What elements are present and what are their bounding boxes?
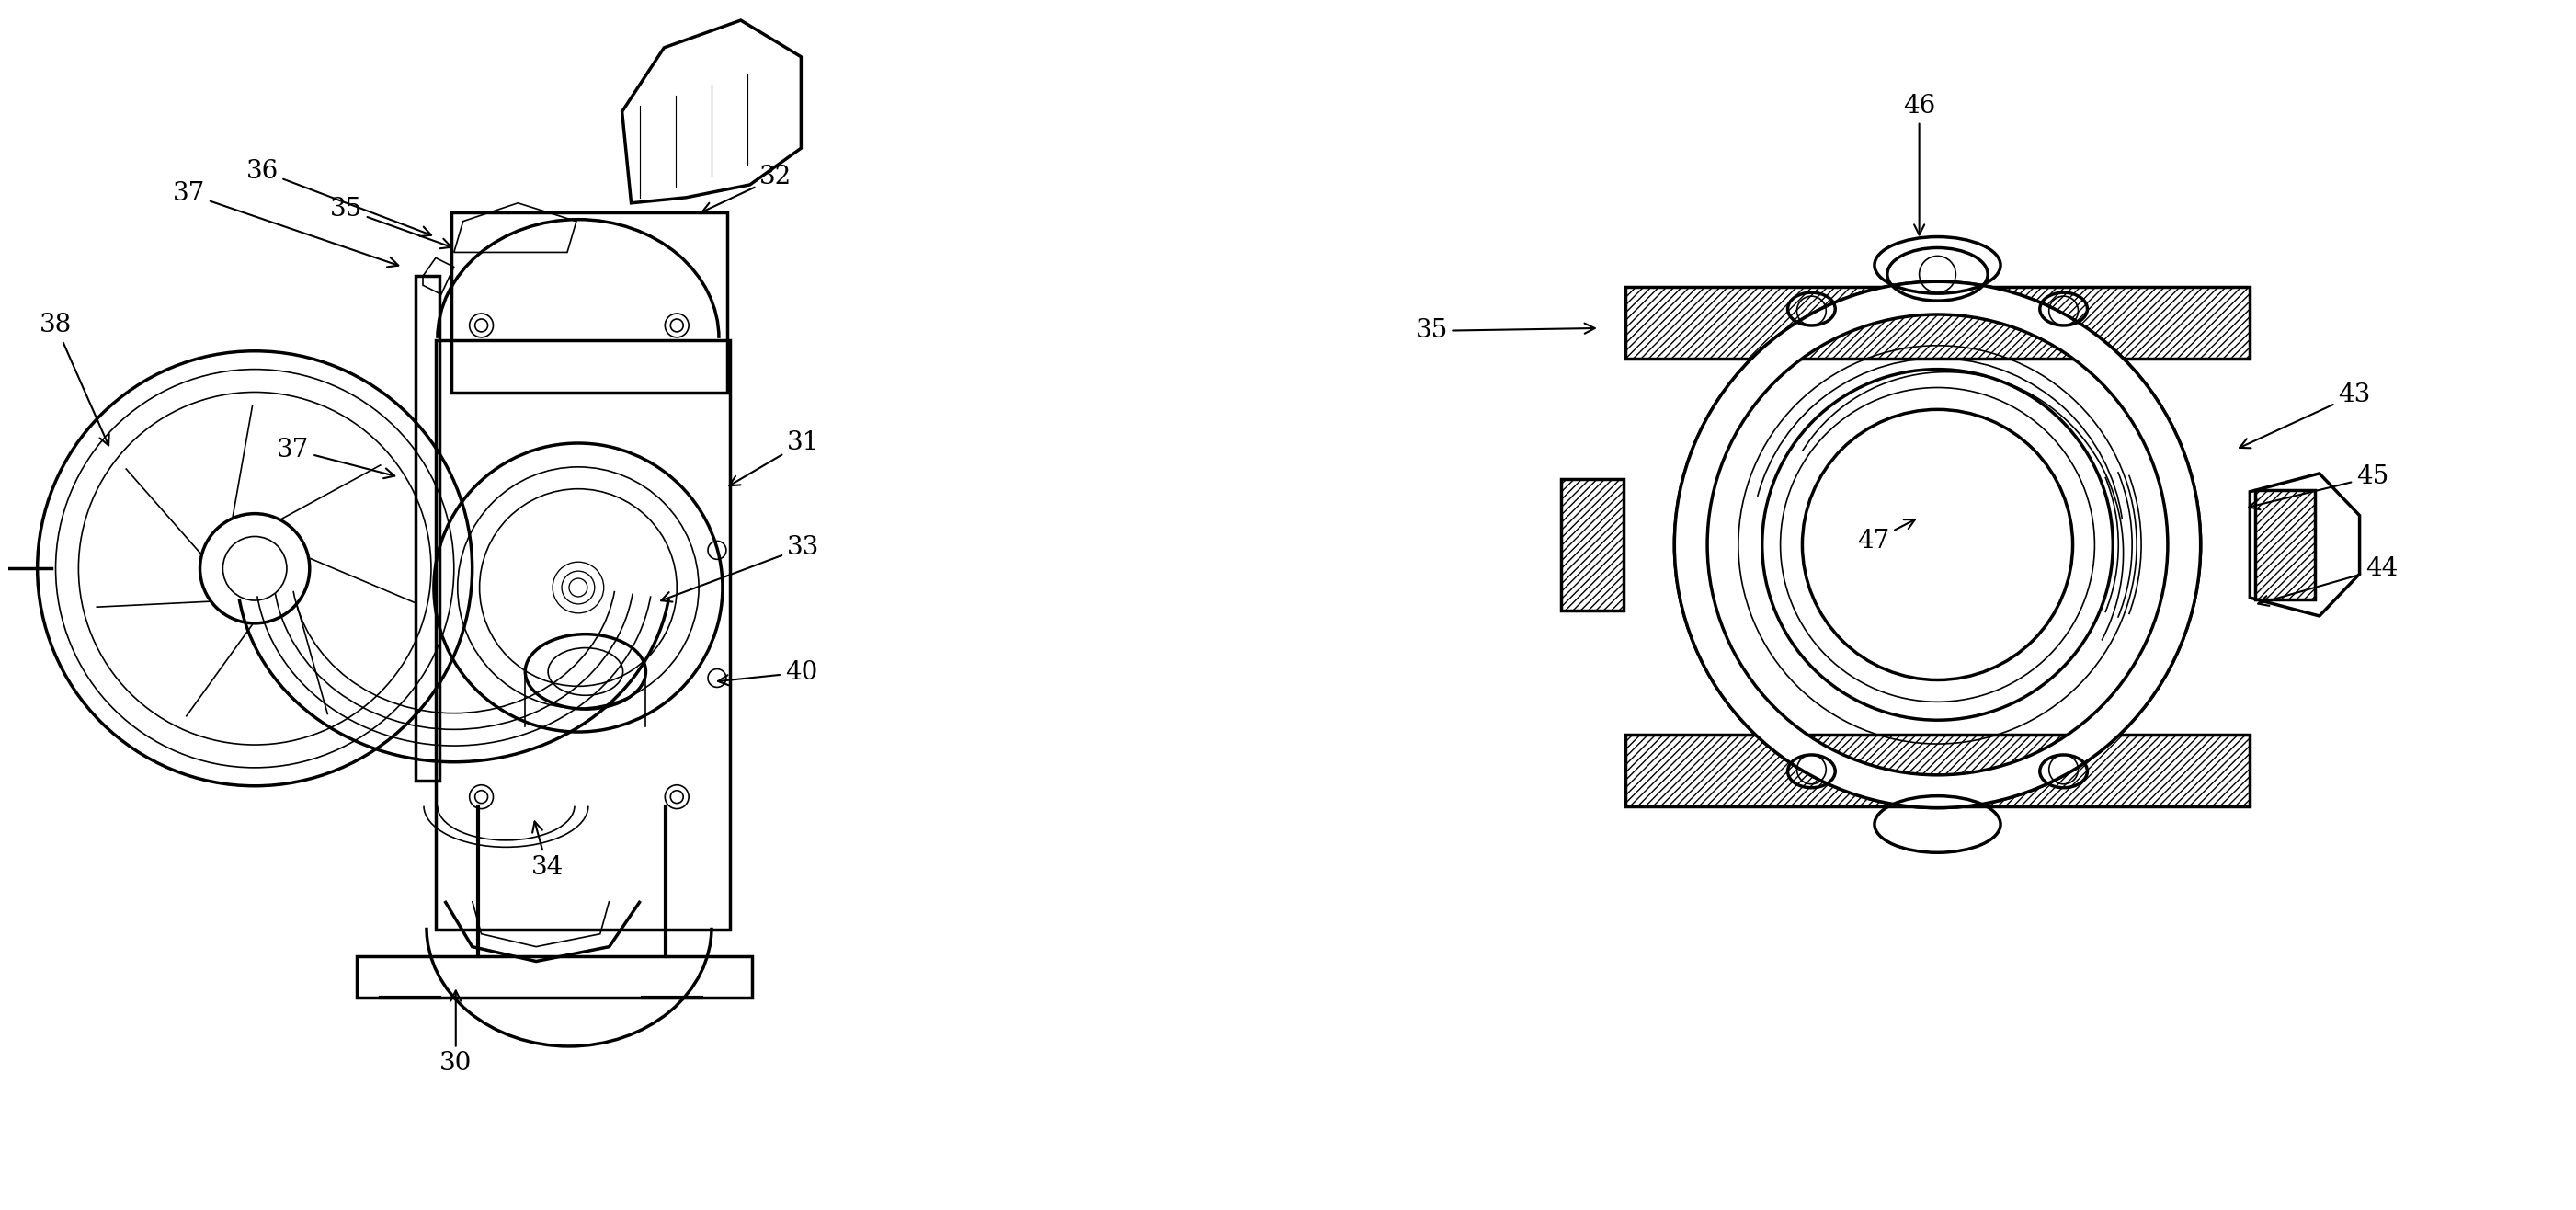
Bar xyxy=(358,956,752,998)
Bar xyxy=(1625,287,2249,358)
Bar xyxy=(415,276,440,780)
Text: 30: 30 xyxy=(440,991,471,1076)
Bar xyxy=(1625,734,2249,806)
Bar xyxy=(1561,479,1623,611)
Bar xyxy=(2257,490,2316,599)
Bar xyxy=(451,212,726,393)
Text: 35: 35 xyxy=(1414,318,1595,344)
Text: 43: 43 xyxy=(2239,382,2370,448)
Text: 35: 35 xyxy=(330,197,451,248)
Text: 31: 31 xyxy=(729,430,819,485)
Text: 45: 45 xyxy=(2249,465,2388,509)
Text: 34: 34 xyxy=(531,822,564,880)
Text: 40: 40 xyxy=(719,661,817,685)
Bar xyxy=(435,340,729,929)
Text: 33: 33 xyxy=(662,535,819,601)
Text: 44: 44 xyxy=(2259,557,2398,606)
Text: 37: 37 xyxy=(173,182,399,267)
Text: 37: 37 xyxy=(276,437,394,478)
Text: 32: 32 xyxy=(703,165,791,212)
Text: 38: 38 xyxy=(39,313,108,445)
Text: 47: 47 xyxy=(1857,519,1914,553)
Wedge shape xyxy=(1674,282,2200,808)
Text: 46: 46 xyxy=(1904,93,1935,235)
Text: 36: 36 xyxy=(245,159,430,236)
